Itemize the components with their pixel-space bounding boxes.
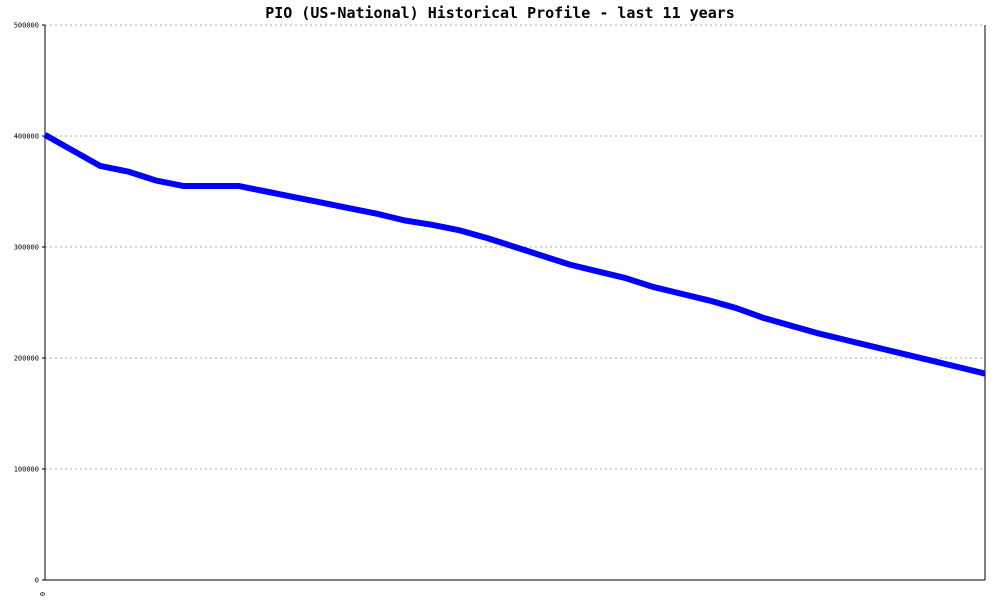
y-tick-label: 100000 [14,466,39,474]
y-tick-label: 500000 [14,22,39,30]
x-tick-labels: 0 [39,592,47,596]
series-line [43,132,986,377]
y-tick-labels: 0 100000 200000 300000 400000 500000 [14,22,45,585]
y-tick-label: 300000 [14,244,39,252]
y-tick-label: 400000 [14,133,39,141]
y-tick-label: 200000 [14,355,39,363]
series-layer [43,132,986,377]
y-tick-label: 0 [35,577,39,585]
x-tick-label: 0 [39,592,47,596]
chart-title: PIO (US-National) Historical Profile - l… [265,4,735,22]
axes [44,25,986,581]
